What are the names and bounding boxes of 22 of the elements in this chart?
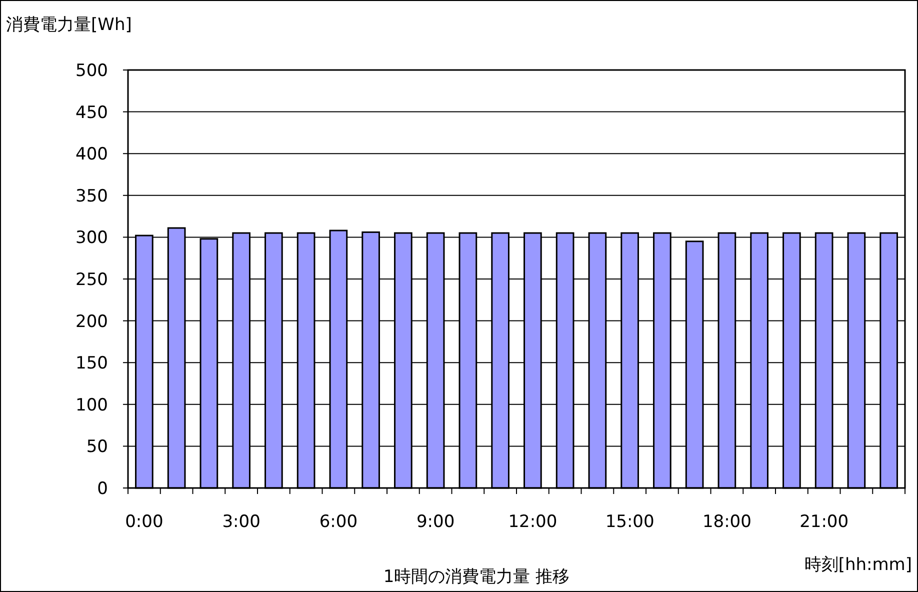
x-tick-label: 15:00 [605,512,654,532]
x-tick-label: 18:00 [702,512,752,532]
y-tick-label: 250 [76,270,108,290]
y-tick-label: 300 [76,228,108,248]
x-tick-label: 0:00 [125,512,164,532]
x-tick-label: 9:00 [416,512,455,532]
y-tick-label: 150 [76,354,108,374]
text: 1時間の消費電力量 推移 [383,567,570,587]
y-tick-label: 0 [97,479,108,499]
x-tick-label: 3:00 [222,512,260,532]
x-axis-title: 時刻[hh:mm] [804,555,912,575]
x-tick-label: 12:00 [508,512,558,532]
x-tick-label: 21:00 [800,512,849,532]
y-tick-label: 50 [86,437,108,458]
y-tick-label: 350 [76,186,108,206]
y-tick-label: 450 [76,102,108,123]
y-tick-label: 400 [76,144,108,165]
y-tick-label: 200 [76,312,108,332]
y-tick-label: 100 [76,395,108,416]
y-axis-title: 消費電力量[Wh] [6,15,132,35]
x-tick-label: 6:00 [319,512,358,532]
y-tick-label: 500 [76,61,108,81]
